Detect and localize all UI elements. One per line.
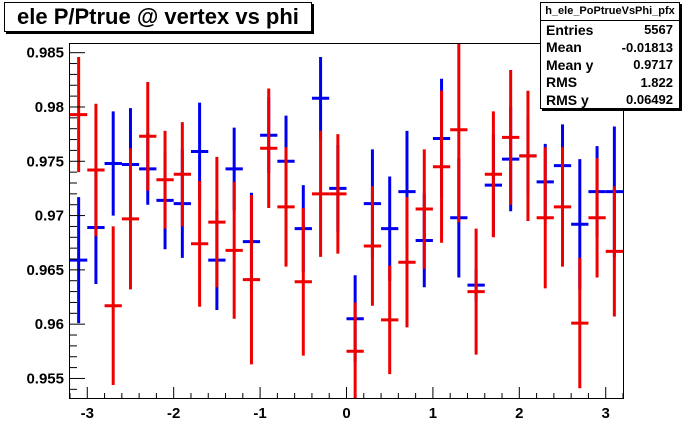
stats-label: Mean [546,39,582,56]
data-marks [70,44,623,398]
stats-value: 0.06492 [626,92,673,108]
stats-value: -0.01813 [621,39,673,55]
y-tick-label: 0.955 [26,370,64,387]
stats-value: 5567 [644,22,673,38]
y-tick-label: 0.96 [35,316,64,333]
x-tick-label: -1 [253,405,266,422]
y-tick-label: 0.965 [26,262,64,279]
stats-label: RMS [546,74,578,91]
stats-value: 0.9717 [633,57,673,73]
y-tick-label: 0.97 [35,208,64,225]
y-tick-label: 0.985 [26,45,64,62]
stats-row-entries: Entries 5567 [541,21,679,39]
axes: -3 -2 -1 0 1 2 3 0.955 0.96 0.965 0.97 0.975 0.98 0.9… [26,45,624,422]
x-tick-label: -3 [81,405,94,422]
stats-row-rms: RMS 1.822 [541,74,679,92]
stats-row-mean-y: Mean y 0.9717 [541,56,679,74]
stats-label: RMS y [546,91,589,108]
y-tick-label: 0.98 [35,99,64,116]
chart-title: ele P/Ptrue @ vertex vs phi [4,2,312,32]
y-tick-label: 0.975 [26,153,64,170]
stats-box: h_ele_PoPtrueVsPhi_pfx Entries 5567 Mean… [540,2,680,109]
plot-frame [69,43,624,399]
x-tick-label: 2 [515,405,523,422]
stats-name: h_ele_PoPtrueVsPhi_pfx [541,3,679,21]
stats-label: Entries [546,21,594,38]
stats-row-mean: Mean -0.01813 [541,39,679,57]
stats-label: Mean y [546,56,594,73]
stats-value: 1.822 [640,74,673,90]
x-tick-label: 0 [342,405,350,422]
x-tick-label: 3 [602,405,610,422]
x-tick-label: 1 [429,405,437,422]
stats-row-rms-y: RMS y 0.06492 [541,91,679,109]
x-tick-label: -2 [167,405,180,422]
